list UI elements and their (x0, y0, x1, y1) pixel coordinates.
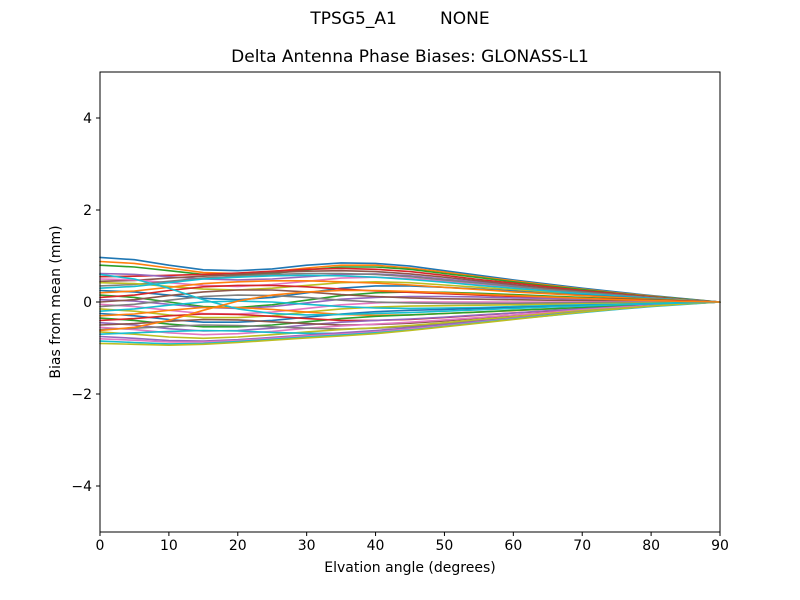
plot-line-34 (99, 301, 721, 347)
figure-suptitle: TPSG5_A1 NONE (310, 9, 490, 29)
x-tick-label: 0 (96, 538, 105, 554)
plot-line-12 (99, 279, 721, 303)
x-tick-label: 50 (436, 538, 454, 554)
x-tick-label: 90 (711, 538, 729, 554)
plot-line-08 (99, 272, 721, 303)
y-tick-label: −2 (71, 387, 92, 403)
plot-line-23 (99, 301, 721, 328)
x-tick-label: 20 (229, 538, 247, 554)
plot-line-19 (99, 301, 721, 319)
plot-line-04 (99, 267, 721, 303)
y-tick-label: −4 (71, 479, 92, 495)
plot-line-35 (99, 273, 721, 316)
x-tick-label: 30 (298, 538, 316, 554)
plot-line-16 (99, 289, 721, 303)
x-axis-label: Elvation angle (degrees) (324, 560, 496, 576)
x-tick-label: 10 (160, 538, 178, 554)
x-tick-label: 40 (367, 538, 385, 554)
plot-line-18 (99, 294, 721, 308)
y-axis-label: Bias from mean (mm) (48, 225, 64, 379)
plot-line-10 (99, 274, 721, 303)
plot-line-36 (99, 289, 721, 332)
y-tick-label: 0 (83, 295, 92, 311)
x-tick-label: 80 (642, 538, 660, 554)
x-tick-label: 60 (504, 538, 522, 554)
axes-title: Delta Antenna Phase Biases: GLONASS-L1 (231, 47, 589, 67)
x-tick-label: 70 (573, 538, 591, 554)
y-tick-label: 4 (83, 111, 92, 127)
plot-line-01 (99, 256, 721, 303)
y-tick-label: 2 (83, 203, 92, 219)
plot-line-27 (99, 301, 721, 336)
